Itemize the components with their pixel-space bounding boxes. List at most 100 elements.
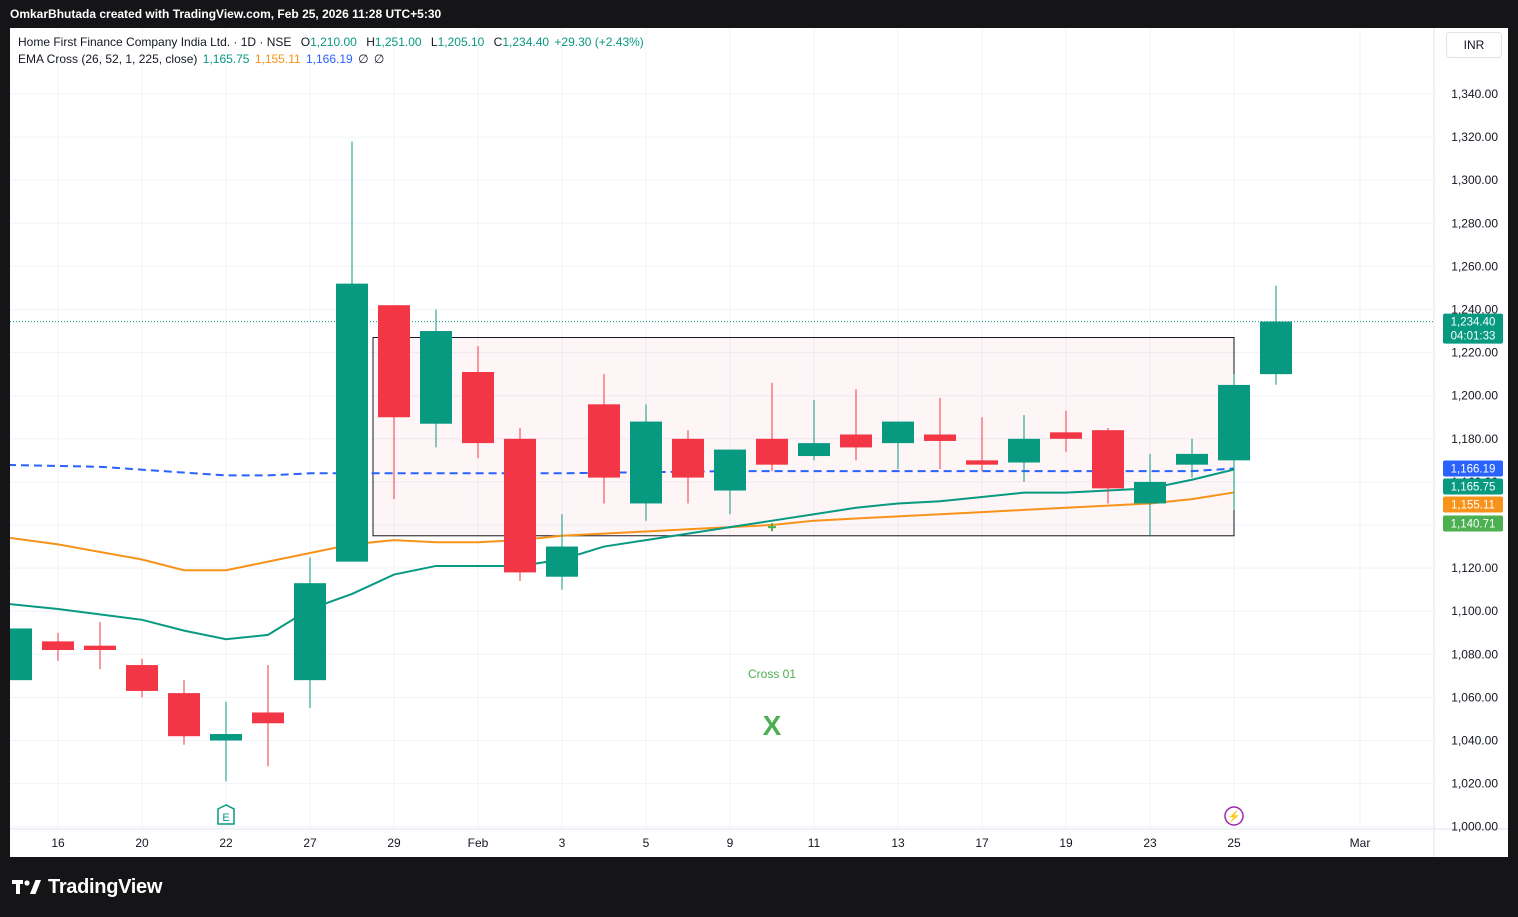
candle-body — [294, 583, 326, 681]
currency-selector[interactable]: INR — [1446, 32, 1502, 58]
candle — [1134, 453, 1166, 536]
candle-body — [756, 438, 788, 465]
candle — [1218, 374, 1250, 510]
chart-panel[interactable]: Home First Finance Company India Ltd. · … — [0, 28, 1508, 857]
legend-indicator-row[interactable]: EMA Cross (26, 52, 1, 225, close) 1,165.… — [18, 51, 644, 68]
candle-body — [882, 421, 914, 444]
price-label: 1,165.75 — [1443, 478, 1503, 495]
candle-body — [1176, 453, 1208, 465]
candle-body — [588, 404, 620, 478]
time-tick-label: 22 — [219, 836, 233, 850]
candle-body — [966, 460, 998, 465]
price-tick-label: 1,060.00 — [1451, 690, 1498, 704]
price-chart[interactable]: Cross 01XE⚡31620222729Feb359111317192325… — [0, 28, 1508, 857]
time-tick-label: Mar — [1350, 836, 1371, 850]
candle — [756, 382, 788, 472]
low-key: L — [430, 35, 438, 49]
candle-body — [714, 449, 746, 491]
candle — [168, 680, 200, 745]
candle — [546, 514, 578, 590]
candle-body — [1008, 438, 1040, 463]
time-tick-label: 27 — [303, 836, 317, 850]
price-label-box — [1443, 313, 1503, 344]
time-tick-label: 19 — [1059, 836, 1073, 850]
dividend-marker-icon: ⚡ — [1224, 806, 1244, 826]
price-label-text: 1,155.11 — [1451, 500, 1495, 512]
time-tick-label: 5 — [643, 836, 650, 850]
candle — [210, 701, 242, 782]
candle-body — [924, 434, 956, 441]
price-label-subtext: 04:01:33 — [1451, 331, 1496, 343]
price-label: 1,234.40 04:01:33 — [1443, 313, 1503, 344]
candle — [336, 141, 368, 562]
candle — [0, 628, 32, 681]
candle-body — [42, 641, 74, 650]
candle-body — [462, 371, 494, 444]
price-tick-label: 1,100.00 — [1451, 604, 1498, 618]
candle — [420, 309, 452, 448]
candle-body — [168, 693, 200, 737]
candle-body — [1092, 430, 1124, 489]
candle — [462, 346, 494, 459]
candle-body — [546, 546, 578, 577]
time-tick-label: Feb — [468, 836, 489, 850]
candle-body — [1050, 432, 1082, 439]
price-label-text: 1,140.71 — [1451, 518, 1496, 530]
candle — [882, 421, 914, 469]
indicator-label[interactable]: EMA Cross (26, 52, 1, 225, close) — [18, 52, 198, 66]
candle — [1176, 438, 1208, 478]
price-label-box — [1443, 478, 1503, 495]
price-label: 1,155.11 — [1443, 496, 1503, 513]
ema-slow-value: 1,155.11 — [254, 52, 301, 66]
ema-slow-line — [0, 491, 1235, 572]
candle-body — [126, 665, 158, 691]
candle-body — [210, 734, 242, 741]
time-tick-label: 13 — [891, 836, 905, 850]
cross-label: Cross 01 — [748, 667, 796, 681]
candle — [588, 374, 620, 504]
close-key: C — [493, 35, 503, 49]
candle-body — [504, 438, 536, 573]
dividend-marker-label: ⚡ — [1227, 810, 1241, 823]
candle — [714, 449, 746, 515]
price-tick-label: 1,080.00 — [1451, 647, 1498, 661]
price-tick-label: 1,040.00 — [1451, 734, 1498, 748]
candle-body — [252, 712, 284, 724]
time-tick-label: 9 — [727, 836, 734, 850]
ema-long-line — [0, 463, 1235, 477]
candle — [84, 621, 116, 670]
chart-legend: Home First Finance Company India Ltd. · … — [18, 34, 644, 68]
price-label-box — [1443, 515, 1503, 532]
candle — [1260, 285, 1292, 385]
candle — [126, 658, 158, 698]
cross-marker-icon: X — [763, 710, 782, 741]
tradingview-footer: TradingView — [12, 872, 162, 902]
candle — [1050, 410, 1082, 452]
hidden-value-icon: ∅ — [358, 52, 369, 66]
open-value: 1,210.00 — [310, 35, 357, 49]
dividend-marker-shape — [1224, 806, 1244, 826]
candle-body — [84, 645, 116, 650]
price-tick-label: 1,000.00 — [1451, 820, 1498, 834]
price-tick-label: 1,340.00 — [1451, 87, 1498, 101]
price-label-text: 1,166.19 — [1451, 464, 1496, 476]
price-tick-label: 1,220.00 — [1451, 346, 1498, 360]
earnings-marker-label: E — [222, 812, 229, 824]
time-tick-label: 20 — [135, 836, 149, 850]
candle-body — [1218, 384, 1250, 461]
candle — [252, 665, 284, 767]
low-value: 1,205.10 — [437, 35, 485, 49]
candle — [966, 417, 998, 472]
price-tick-label: 1,200.00 — [1451, 389, 1498, 403]
price-tick-label: 1,020.00 — [1451, 777, 1498, 791]
price-tick-label: 1,300.00 — [1451, 173, 1498, 187]
candle — [672, 430, 704, 504]
symbol-title[interactable]: Home First Finance Company India Ltd. · … — [18, 35, 292, 49]
price-label-text: 1,165.75 — [1451, 482, 1496, 494]
ema-fast-value: 1,165.75 — [202, 52, 250, 66]
price-label-text: 1,234.40 — [1451, 317, 1496, 329]
candle — [42, 632, 74, 661]
legend-symbol-row[interactable]: Home First Finance Company India Ltd. · … — [18, 34, 644, 51]
candle-body — [0, 628, 32, 681]
brand-name: TradingView — [48, 875, 163, 898]
